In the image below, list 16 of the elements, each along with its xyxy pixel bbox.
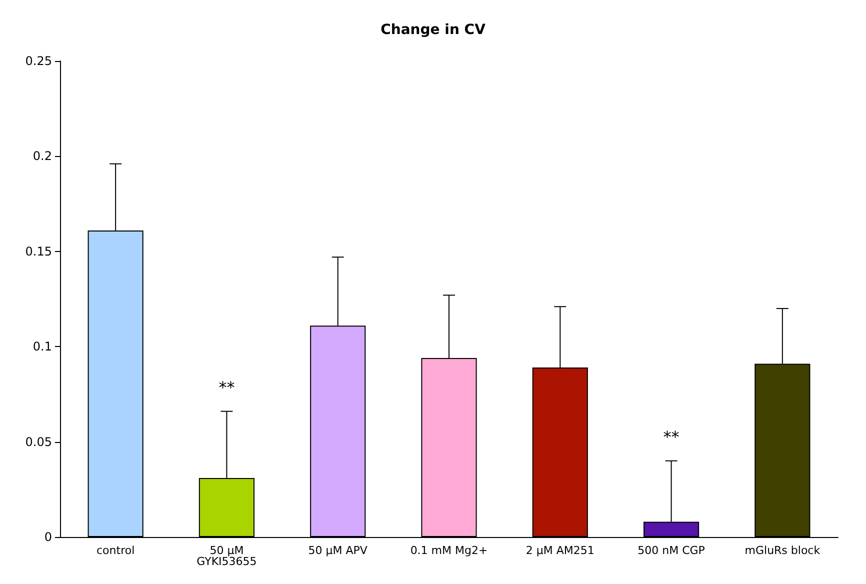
x-tick-label: 50 µM APV bbox=[308, 544, 368, 557]
y-tick-label: 0.2 bbox=[32, 149, 52, 164]
x-tick-label: 2 µM AM251 bbox=[526, 544, 594, 557]
y-tick-label: 0 bbox=[44, 530, 52, 544]
chart-title: Change in CV bbox=[380, 22, 486, 38]
x-tick-label: 500 nM CGP bbox=[638, 544, 706, 557]
y-tick-label: 0.15 bbox=[25, 244, 52, 258]
y-tick-label: 0.25 bbox=[25, 54, 52, 68]
x-tick-label: mGluRs block bbox=[744, 544, 821, 557]
y-tick-label: 0.1 bbox=[32, 340, 52, 354]
x-tick-label: 50 µM GYKI53655 bbox=[196, 544, 257, 568]
y-tick-label: 0.05 bbox=[25, 434, 52, 449]
x-tick-label: control bbox=[96, 544, 135, 557]
annotation: ** bbox=[218, 378, 235, 397]
annotation: ** bbox=[663, 427, 680, 446]
x-tick-label: 0.1 mM Mg2+ bbox=[410, 544, 488, 557]
